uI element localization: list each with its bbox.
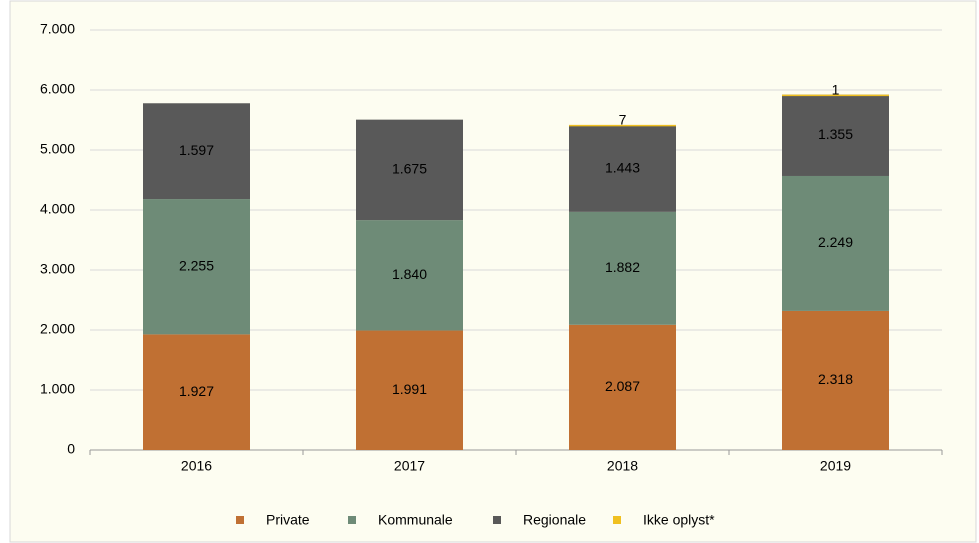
data-label: 2.087 — [605, 378, 640, 394]
data-label: 7 — [619, 112, 627, 128]
y-tick-label: 6.000 — [40, 81, 75, 97]
bar-segment — [782, 175, 889, 311]
x-tick-label: 2016 — [181, 458, 212, 474]
data-label: 1.840 — [392, 266, 427, 282]
data-label: 2.249 — [818, 234, 853, 250]
data-label: 1.882 — [605, 259, 640, 275]
data-label: 1.927 — [179, 383, 214, 399]
bar-segment — [782, 94, 889, 176]
y-tick-label: 4.000 — [40, 201, 75, 217]
bar-segment — [143, 103, 250, 200]
y-tick-label: 2.000 — [40, 321, 75, 337]
bar-segment — [569, 324, 676, 450]
y-tick-label: 0 — [67, 441, 75, 457]
bar-segment — [782, 310, 889, 450]
data-label: 1 — [832, 81, 840, 97]
y-tick-label: 7.000 — [40, 21, 75, 37]
bar-segment — [356, 220, 463, 331]
x-tick-label: 2017 — [394, 458, 425, 474]
legend-label: Private — [266, 512, 310, 528]
data-label: 2.318 — [818, 371, 853, 387]
x-tick-label: 2018 — [607, 458, 638, 474]
legend-swatch — [348, 516, 356, 524]
bar-segment — [356, 119, 463, 221]
x-tick-label: 2019 — [820, 458, 851, 474]
legend-swatch — [613, 516, 621, 524]
bar-segment — [782, 94, 889, 97]
legend-label: Kommunale — [378, 512, 453, 528]
bar-segment — [569, 124, 676, 127]
data-label: 1.355 — [818, 126, 853, 142]
legend-swatch — [493, 516, 501, 524]
data-label: 1.991 — [392, 381, 427, 397]
bar-segment — [356, 330, 463, 450]
legend-swatch — [236, 516, 244, 524]
data-label: 2.255 — [179, 257, 214, 273]
legend-label: Regionale — [523, 512, 586, 528]
bar-segment — [143, 334, 250, 450]
y-tick-label: 3.000 — [40, 261, 75, 277]
legend-label: Ikke oplyst* — [643, 512, 715, 528]
data-label: 1.443 — [605, 159, 640, 175]
y-tick-label: 1.000 — [40, 381, 75, 397]
bar-segment — [143, 199, 250, 335]
bar-segment — [569, 125, 676, 212]
bar-segment — [569, 211, 676, 325]
data-label: 1.675 — [392, 161, 427, 177]
y-tick-label: 5.000 — [40, 141, 75, 157]
data-label: 1.597 — [179, 142, 214, 158]
